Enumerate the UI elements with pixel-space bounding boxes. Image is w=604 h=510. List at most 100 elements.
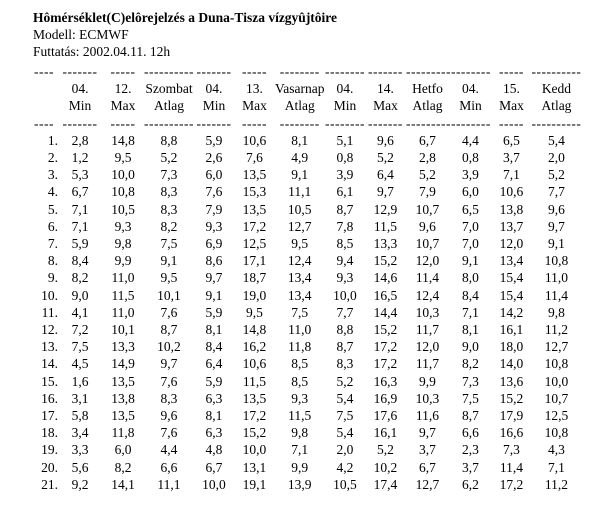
temp-value: 7,1 [548, 459, 565, 475]
separator-dashes: ------- [62, 115, 98, 131]
table-row: 13. 7,5 13,3 10,2 8,4 16,2 11,8 8,7 17,2 12,0 9,0 1… [30, 338, 581, 355]
temp-value: 10,2 [157, 339, 181, 355]
temp-value: 10,1 [157, 287, 181, 303]
temp-value: 12,4 [287, 253, 312, 269]
temp-value: 13,6 [499, 373, 524, 389]
temp-value: 7,5 [462, 390, 479, 406]
temp-value: 9,9 [291, 459, 309, 475]
temp-value: 6,5 [503, 132, 520, 148]
row-number: 12. [41, 322, 58, 338]
temp-value: 16,3 [373, 373, 398, 389]
temp-value: 7,9 [419, 184, 436, 200]
temp-value: 15,2 [499, 390, 524, 406]
day-name-label: Szombat [145, 81, 193, 97]
temp-value: 13,7 [499, 218, 524, 234]
temp-value: 10,7 [544, 390, 569, 406]
temp-value: 11,1 [157, 476, 181, 492]
temp-value: 5,4 [336, 425, 354, 441]
temp-value: 17,2 [499, 476, 524, 492]
temp-value: 9,3 [205, 218, 223, 234]
temp-value: 4,8 [205, 442, 223, 458]
day-name-label: Hetfo [412, 81, 443, 97]
temp-value: 9,0 [462, 339, 479, 355]
temp-value: 5,2 [160, 150, 178, 166]
day-name-label: Vasarnap [274, 81, 325, 97]
temp-value: 9,8 [291, 425, 309, 441]
temp-value: 6,7 [419, 459, 436, 475]
temp-value: 6,3 [205, 390, 223, 406]
temp-value: 13,5 [242, 390, 267, 406]
temp-value: 9,6 [160, 408, 178, 424]
temp-value: 14,6 [373, 270, 398, 286]
temp-value: 10,6 [242, 132, 267, 148]
temp-value: 5,8 [71, 408, 89, 424]
temp-value: 5,2 [336, 373, 354, 389]
temp-value: 15,3 [242, 184, 267, 200]
temp-value: 5,9 [205, 373, 223, 389]
table-row: 17. 5,8 13,5 9,6 8,1 17,2 11,5 7,5 17,6 11,6 8,7 17… [30, 407, 581, 424]
temp-value: 9,1 [205, 287, 223, 303]
temp-value: 4,3 [548, 442, 565, 458]
temp-value: 9,3 [336, 270, 354, 286]
temp-value: 7,3 [462, 373, 479, 389]
temp-value: 9,7 [160, 356, 178, 372]
temp-value: 11,5 [373, 218, 398, 234]
temp-value: 9,8 [548, 304, 565, 320]
separator-dashes: ---------- [144, 64, 194, 79]
temp-value: 17,2 [242, 218, 267, 234]
run-line: Futtatás: 2002.04.11. 12h [33, 44, 171, 59]
temp-value: 17,2 [242, 408, 267, 424]
temp-value: 9,3 [291, 390, 309, 406]
temp-value: 10,2 [373, 459, 398, 475]
temp-value: 11,2 [544, 322, 568, 338]
temp-value: 7,6 [205, 184, 223, 200]
temp-value: 11,7 [415, 322, 440, 338]
temp-value: 6,3 [205, 425, 223, 441]
temp-value: 8,1 [205, 408, 223, 424]
separator-dashes: ------- [62, 64, 98, 79]
temp-value: 4,1 [71, 304, 89, 320]
temp-value: 16,1 [499, 322, 524, 338]
temp-value: 9,1 [548, 236, 565, 252]
temp-value: 3,7 [503, 150, 520, 166]
temp-value: 14,2 [499, 304, 524, 320]
table-row: 11. 4,1 11,0 7,6 5,9 9,5 7,5 7,7 14,4 10,3 7,1 14,2… [30, 304, 581, 321]
temp-value: 10,5 [111, 201, 135, 217]
separator-dashes: ------- [367, 64, 403, 79]
temp-value: 8,2 [114, 459, 132, 475]
temp-value: 10,0 [111, 167, 135, 183]
row-number: 20. [41, 459, 58, 475]
temp-value: 14,4 [373, 304, 398, 320]
separator-row: ---- ------- ----- ---------- ------- ----- --… [30, 63, 581, 80]
temp-value: 7,7 [336, 304, 354, 320]
temp-value: 6,0 [205, 167, 223, 183]
row-number: 17. [41, 408, 58, 424]
temp-value: 7,3 [503, 442, 520, 458]
temp-value: 15,4 [499, 287, 524, 303]
temp-value: 13,5 [111, 408, 135, 424]
temp-value: 4,2 [336, 459, 354, 475]
temp-value: 9,6 [419, 218, 436, 234]
separator-dashes: ----- [498, 64, 524, 79]
row-number: 18. [41, 425, 58, 441]
temp-value: 8,1 [205, 322, 223, 338]
temp-value: 11,6 [415, 408, 440, 424]
temp-value: 2,3 [462, 442, 479, 458]
temp-value: 9,0 [71, 287, 89, 303]
table-row: 6. 7,1 9,3 8,2 9,3 17,2 12,7 7,8 11,5 9,6 7,0 13,7 9… [30, 218, 581, 235]
separator-dashes: ---------- [531, 115, 582, 131]
temp-value: 7,5 [160, 236, 178, 252]
separator-dashes: -------- [324, 64, 365, 79]
temp-value: 6,4 [377, 167, 394, 183]
row-number: 2. [47, 150, 58, 166]
temp-value: 13,8 [111, 390, 135, 406]
temp-value: 4,4 [462, 132, 479, 148]
table-row: 21. 9,2 14,1 11,1 10,0 19,1 13,9 10,5 17,4 12,7 6,… [30, 476, 581, 493]
temp-value: 7,5 [291, 304, 309, 320]
temp-value: 13,5 [242, 167, 267, 183]
temp-value: 5,9 [71, 236, 89, 252]
empty-cell [30, 80, 58, 97]
temp-value: 7,1 [503, 167, 520, 183]
temp-value: 11,8 [111, 425, 135, 441]
temp-value: 8,3 [160, 184, 178, 200]
